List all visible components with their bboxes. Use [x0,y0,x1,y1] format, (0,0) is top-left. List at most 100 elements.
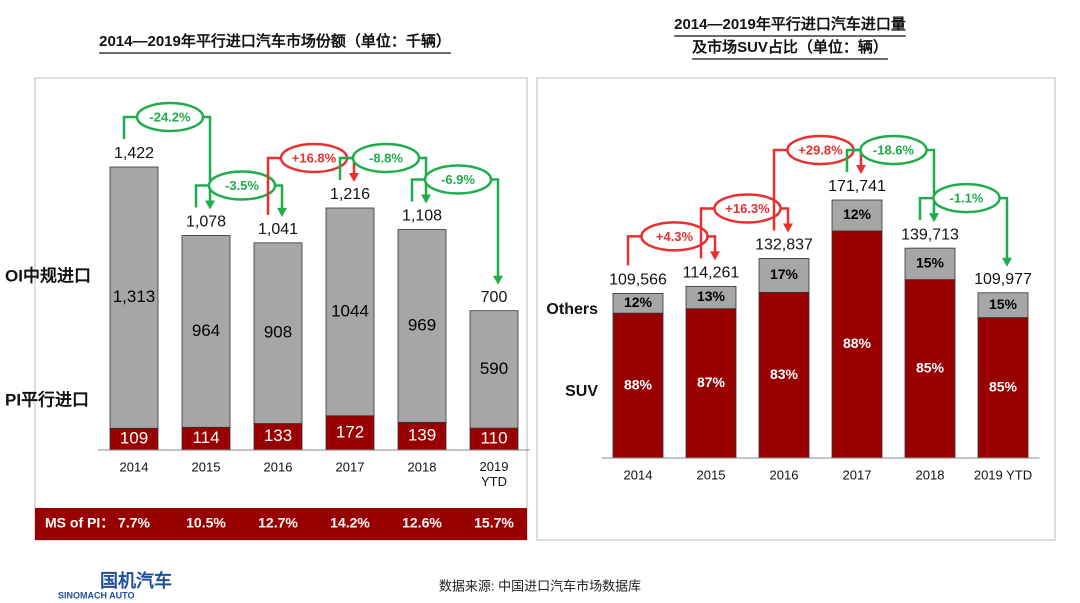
share-value: 15.7% [474,515,514,531]
legend-label: OI中规进口 [5,265,91,285]
arrow-head [856,165,866,174]
share-value: 12.6% [402,515,442,531]
arrow-head [205,200,215,210]
x-tick-label: 2018 [408,459,437,474]
change-oval [135,101,205,133]
total-label: 132,837 [755,237,813,254]
share-value: 12.7% [258,515,298,531]
x-tick-label: 2014 [120,459,149,474]
share-value: 10.5% [186,515,226,531]
x-tick-label: 2017 [843,467,872,482]
bar-segment [758,258,810,293]
chart-title: 2014—2019年平行进口汽车进口量 [674,15,906,33]
change-oval [423,164,493,195]
arrow-head [277,207,287,217]
change-oval [207,170,277,201]
share-value: 14.2% [330,515,370,531]
source: 数据来源: 中国进口汽车市场数据库 [439,578,641,593]
arrow-head [421,194,431,204]
segment-label: 908 [264,323,292,342]
arrow-head [710,251,720,261]
change-label: -3.5% [225,178,259,193]
change-label: +29.8% [798,142,843,157]
bar-segment [685,308,737,459]
x-tick-label: 2014 [624,467,653,482]
arrow-head [929,213,939,223]
share-row-label: MS of PI： [45,515,114,531]
bar-segment [612,312,664,459]
arrow-head [493,275,503,285]
segment-label: 964 [192,321,220,340]
bar-segment [831,199,883,232]
bar-segment [977,317,1029,459]
x-tick-label: 2015 [192,459,221,474]
x-tick-label: 2015 [697,467,726,482]
change-label: -24.2% [149,109,191,124]
bar-segment [181,235,231,428]
segment-label: 172 [336,422,364,441]
bar-segment [904,279,956,459]
chart-title: 2014—2019年平行进口汽车市场份额（单位：千辆） [99,32,451,50]
arrow-head [783,223,793,233]
change-label: +4.3% [656,229,694,244]
segment-label: 109 [120,429,148,448]
total-label: 114,261 [683,265,740,282]
arrow-head [349,172,359,182]
total-label: 139,713 [901,226,959,243]
segment-label: 12% [624,294,653,310]
bar-segment [109,166,159,429]
bar-segment [397,229,447,423]
segment-label: 139 [408,426,436,445]
arrow-head [1002,257,1012,267]
total-label: 109,977 [974,271,1032,288]
share-value: 7.7% [118,515,150,531]
total-label: 1,108 [402,208,442,225]
segment-label: 114 [192,428,219,447]
x-tick-label: 2019 YTD [480,459,509,489]
bar-segment [685,285,737,310]
segment-label: 85% [916,360,945,376]
segment-label: 133 [264,426,292,445]
bar-segment [469,310,519,429]
segment-label: 15% [916,255,945,271]
change-label: +16.3% [725,201,770,216]
bar-segment [977,292,1029,318]
segment-label: 110 [480,429,507,448]
bar-segment [831,230,883,459]
bar-segment [325,415,375,451]
segment-label: 969 [408,315,436,334]
total-label: 109,566 [609,272,667,289]
bar-segment [904,247,956,280]
change-label: -18.6% [873,142,915,157]
change-oval [713,193,782,224]
segment-label: 15% [989,296,1018,312]
bar-segment [758,291,810,459]
logo-en: SINOMACH AUTO [58,590,135,600]
change-oval [932,182,1001,214]
segment-label: 88% [624,376,653,392]
change-label: -8.8% [369,150,403,165]
segment-label: 12% [843,206,872,222]
segment-label: 17% [770,266,799,282]
segment-label: 1044 [331,301,369,320]
x-tick-label: 2017 [336,459,365,474]
segment-label: 87% [697,374,726,390]
segment-label: 13% [697,288,726,304]
bar-segment [253,423,303,451]
change-oval [351,142,421,174]
total-label: 1,041 [258,221,298,238]
segment-label: 85% [989,378,1018,394]
total-label: 1,216 [330,186,370,203]
total-label: 700 [481,289,508,306]
change-label: -6.9% [441,172,475,187]
chart-title: 及市场SUV占比（单位：辆） [692,38,888,56]
change-label: +16.8% [292,150,337,165]
x-tick-label: 2016 [770,467,799,482]
change-oval [859,134,928,166]
change-label: -1.1% [950,191,984,206]
legend-label: PI平行进口 [5,389,89,409]
total-label: 1,078 [186,214,226,231]
share-row-bg [35,508,527,540]
legend-label: SUV [565,383,598,400]
